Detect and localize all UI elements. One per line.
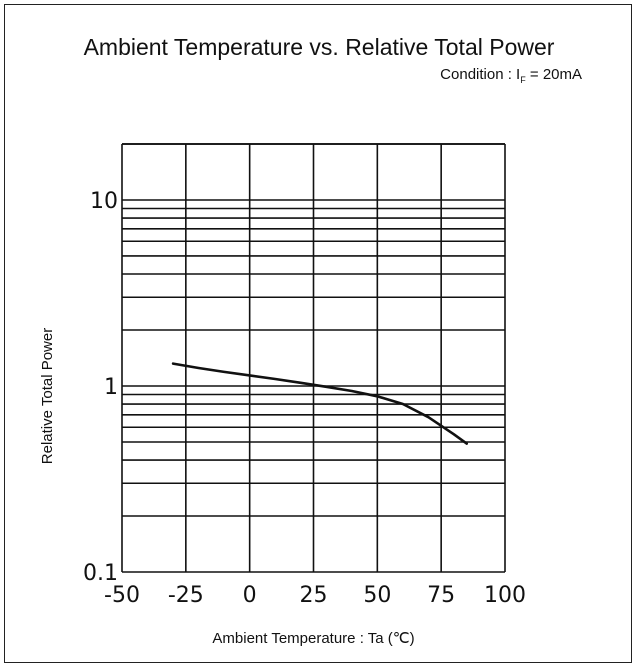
subtitle-prefix: Condition : I xyxy=(440,66,521,83)
x-tick-label: 100 xyxy=(484,583,526,608)
chart-subtitle: Condition : IF = 20mA xyxy=(440,66,582,85)
series-layer xyxy=(171,362,469,445)
grid-layer xyxy=(121,143,506,573)
chart-frame xyxy=(4,4,632,663)
x-tick-label: 75 xyxy=(427,583,455,608)
subtitle-suffix: = 20mA xyxy=(525,66,582,83)
y-tick-label: 1 xyxy=(104,375,118,400)
x-tick-label: 25 xyxy=(300,583,328,608)
x-axis-label: Ambient Temperature : Ta (℃) xyxy=(212,630,414,647)
x-tick-label: -25 xyxy=(168,583,204,608)
tick-layer: -50 -25 0 25 50 75 100 0.1 1 10 xyxy=(83,189,526,608)
x-tick-label: 0 xyxy=(243,583,257,608)
y-tick-label: 0.1 xyxy=(83,561,118,586)
y-tick-label: 10 xyxy=(90,189,118,214)
x-tick-label: -50 xyxy=(104,583,140,608)
chart-title: Ambient Temperature vs. Relative Total P… xyxy=(83,34,555,60)
x-tick-label: 50 xyxy=(363,583,391,608)
series-line xyxy=(171,362,469,445)
y-axis-label: Relative Total Power xyxy=(39,328,56,464)
subtitle-subscript: F xyxy=(520,75,526,85)
